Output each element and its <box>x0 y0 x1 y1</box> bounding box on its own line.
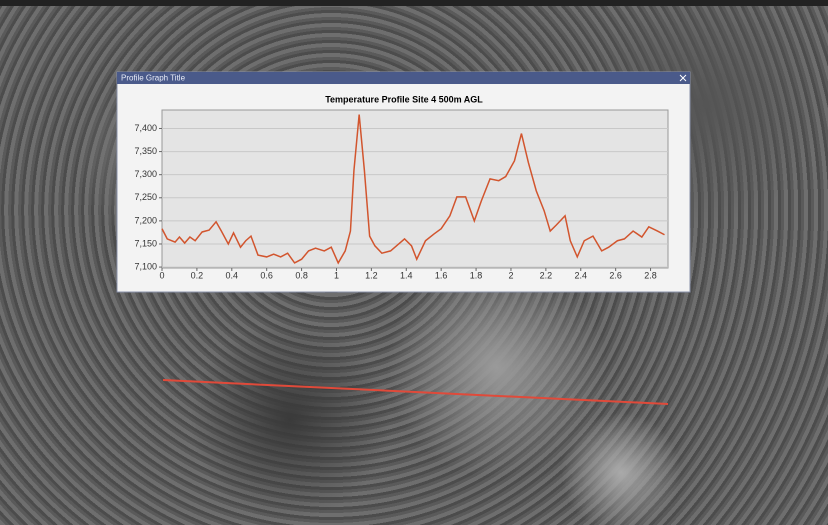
y-tick-label: 7,200 <box>134 215 157 225</box>
y-tick-label: 7,150 <box>134 238 157 248</box>
profile-line <box>163 380 668 404</box>
x-tick-label: 2.8 <box>644 270 657 280</box>
x-tick-label: 0.8 <box>295 270 308 280</box>
app: Profile Graph Title Temperature Profile … <box>0 0 828 525</box>
x-tick-label: 1.8 <box>470 270 483 280</box>
title-bar <box>117 72 690 84</box>
x-tick-label: 0.4 <box>226 270 239 280</box>
x-tick-label: 2.4 <box>575 270 588 280</box>
x-tick-label: 1.4 <box>400 270 413 280</box>
y-tick-label: 7,400 <box>134 123 157 133</box>
screen: Profile Graph Title Temperature Profile … <box>0 0 828 525</box>
x-tick-label: 2.6 <box>609 270 622 280</box>
graph-window: Profile Graph Title Temperature Profile … <box>117 72 690 292</box>
x-tick-label: 1.2 <box>365 270 378 280</box>
window-title: Profile Graph Title <box>121 74 186 83</box>
x-tick-label: 0 <box>159 270 164 280</box>
x-tick-label: 1 <box>334 270 339 280</box>
y-tick-label: 7,100 <box>134 261 157 271</box>
x-tick-label: 2.2 <box>540 270 553 280</box>
x-tick-label: 1.6 <box>435 270 448 280</box>
y-tick-label: 7,250 <box>134 192 157 202</box>
x-tick-label: 2 <box>508 270 513 280</box>
top-bar <box>0 0 828 6</box>
y-tick-label: 7,350 <box>134 146 157 156</box>
x-tick-label: 0.6 <box>260 270 273 280</box>
y-tick-label: 7,300 <box>134 169 157 179</box>
x-tick-label: 0.2 <box>191 270 204 280</box>
chart-title: Temperature Profile Site 4 500m AGL <box>325 94 483 104</box>
